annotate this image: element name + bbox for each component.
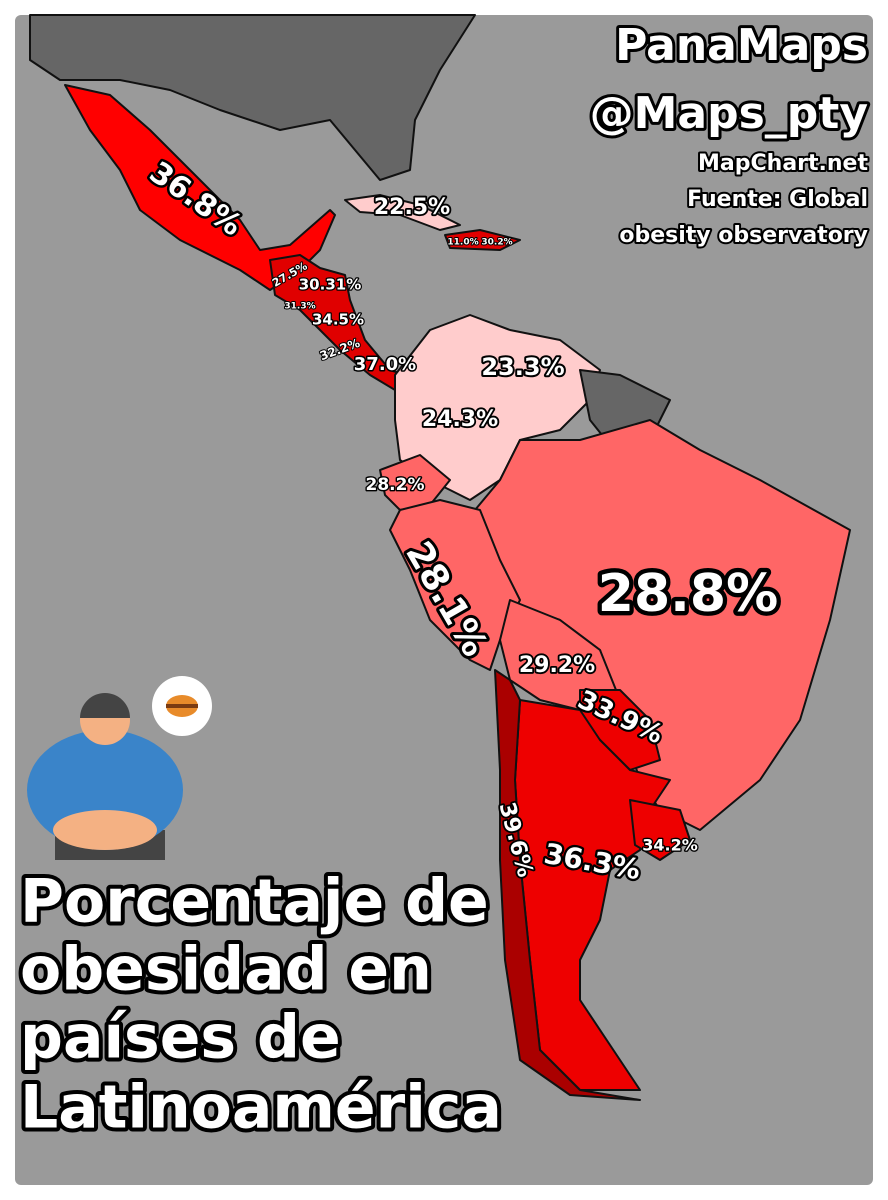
handle: @Maps_pty	[590, 88, 868, 139]
region-label: 31.3%	[284, 302, 315, 312]
title-line: Porcentaje de	[20, 867, 489, 937]
source-line: Fuente: Global	[687, 187, 868, 212]
region-label: 34.2%	[642, 836, 698, 855]
region-label: 30.31%	[299, 276, 361, 294]
title: Porcentaje de obesidad en países de Lati…	[16, 863, 506, 1147]
title-line: Latinoamérica	[20, 1073, 502, 1143]
title-line: países de	[20, 1003, 341, 1073]
region-label: 24.3%	[422, 407, 498, 432]
region-label: 34.5%	[312, 311, 364, 329]
region-label: 28.8%	[598, 564, 778, 624]
region-label: 22.5%	[374, 195, 450, 220]
icon	[27, 676, 212, 860]
brand: PanaMaps	[615, 20, 868, 71]
title-line: obesidad en	[20, 935, 432, 1005]
region-label: 37.0%	[354, 354, 416, 375]
region-label: 11.0%	[447, 238, 478, 248]
source-line: obesity observatory	[619, 223, 868, 248]
region-label: 30.2%	[481, 238, 512, 248]
region-label: 23.3%	[481, 353, 564, 381]
header: PanaMaps @Maps_pty MapChart.net Fuente: …	[587, 17, 871, 250]
landmasses	[29, 14, 851, 1101]
region-label: 29.2%	[519, 653, 595, 678]
credit: MapChart.net	[698, 151, 868, 176]
region-label: 28.2%	[366, 475, 425, 495]
